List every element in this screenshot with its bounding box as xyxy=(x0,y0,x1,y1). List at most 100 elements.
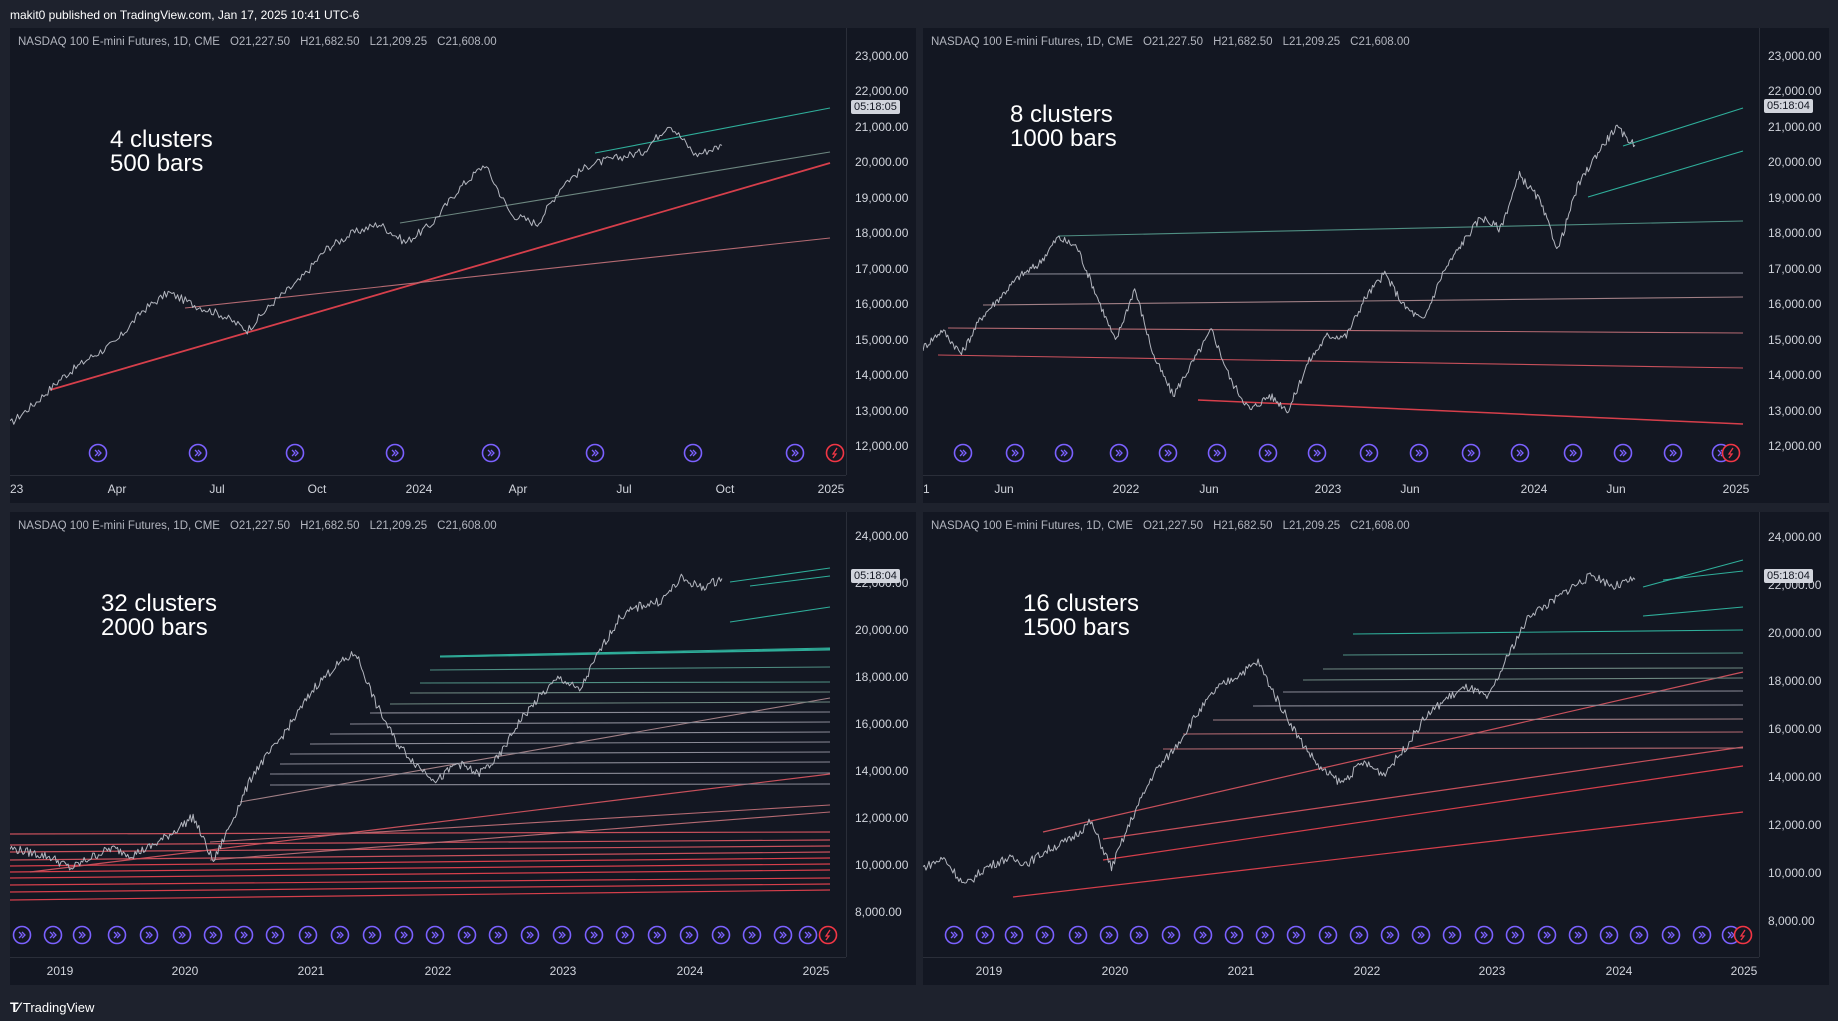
price-chart-plot[interactable] xyxy=(923,512,1759,957)
dividend-event-icon[interactable] xyxy=(1505,925,1525,945)
dividend-event-icon[interactable] xyxy=(1359,443,1379,463)
dividend-event-icon[interactable] xyxy=(481,443,501,463)
dividend-event-icon[interactable] xyxy=(362,925,382,945)
dividend-event-icon[interactable] xyxy=(139,925,159,945)
dividend-event-icon[interactable] xyxy=(1629,925,1649,945)
dividend-event-icon[interactable] xyxy=(330,925,350,945)
price-axis[interactable]: 23,000.00 22,000.00 21,000.00 20,000.00 19,0… xyxy=(846,28,916,475)
dividend-event-icon[interactable] xyxy=(584,925,604,945)
dividend-event-icon[interactable] xyxy=(425,925,445,945)
dividend-event-icon[interactable] xyxy=(265,925,285,945)
dividend-event-icon[interactable] xyxy=(1537,925,1557,945)
dividend-event-icon[interactable] xyxy=(1442,925,1462,945)
dividend-event-icon[interactable] xyxy=(88,443,108,463)
dividend-event-icon[interactable] xyxy=(234,925,254,945)
dividend-event-icon[interactable] xyxy=(975,925,995,945)
dividend-event-icon[interactable] xyxy=(1568,925,1588,945)
dividend-event-icon[interactable] xyxy=(203,925,223,945)
dividend-event-icon[interactable] xyxy=(1613,443,1633,463)
price-chart-plot[interactable] xyxy=(923,28,1759,475)
cluster-trend-line xyxy=(329,731,831,735)
dividend-event-icon[interactable] xyxy=(944,925,964,945)
dividend-event-icon[interactable] xyxy=(488,925,508,945)
dividend-event-icon[interactable] xyxy=(615,925,635,945)
price-axis[interactable]: 24,000.00 22,000.00 20,000.00 18,000.00 16,0… xyxy=(1759,512,1829,957)
dividend-event-icon[interactable] xyxy=(298,925,318,945)
dividend-event-icon[interactable] xyxy=(585,443,605,463)
earnings-event-icon[interactable] xyxy=(825,443,845,463)
dividend-event-icon[interactable] xyxy=(1035,925,1055,945)
dividend-event-icon[interactable] xyxy=(1318,925,1338,945)
dividend-event-icon[interactable] xyxy=(647,925,667,945)
dividend-event-icon[interactable] xyxy=(1692,925,1712,945)
dividend-event-icon[interactable] xyxy=(188,443,208,463)
dividend-event-icon[interactable] xyxy=(953,443,973,463)
dividend-event-icon[interactable] xyxy=(1461,443,1481,463)
dividend-event-icon[interactable] xyxy=(107,925,127,945)
dividend-event-icon[interactable] xyxy=(798,925,818,945)
dividend-event-icon[interactable] xyxy=(1109,443,1129,463)
dividend-event-icon[interactable] xyxy=(1224,925,1244,945)
dividend-event-icon[interactable] xyxy=(1661,925,1681,945)
time-axis[interactable]: 21 Jun 2022 Jun 2023 Jun 2024 Jun 2025 xyxy=(923,475,1759,503)
tradingview-logo[interactable]: T⁄ TradingView xyxy=(10,999,94,1015)
dividend-event-icon[interactable] xyxy=(1599,925,1619,945)
dividend-event-icon[interactable] xyxy=(1563,443,1583,463)
dividend-event-icon[interactable] xyxy=(1054,443,1074,463)
dividend-event-icon[interactable] xyxy=(1380,925,1400,945)
dividend-event-icon[interactable] xyxy=(520,925,540,945)
dividend-event-icon[interactable] xyxy=(457,925,477,945)
dividend-event-icon[interactable] xyxy=(285,443,305,463)
dividend-event-icon[interactable] xyxy=(43,925,63,945)
chart-panel-4-clusters[interactable]: NASDAQ 100 E-mini Futures, 1D, CME O21,22… xyxy=(10,28,916,503)
time-axis[interactable]: 2019 2020 2021 2022 2023 2024 2025 xyxy=(10,957,846,985)
dividend-event-icon[interactable] xyxy=(1161,925,1181,945)
dividend-event-icon[interactable] xyxy=(1129,925,1149,945)
dividend-event-icon[interactable] xyxy=(172,925,192,945)
dividend-event-icon[interactable] xyxy=(683,443,703,463)
dividend-event-icon[interactable] xyxy=(1207,443,1227,463)
dividend-event-icon[interactable] xyxy=(72,925,92,945)
dividend-event-icon[interactable] xyxy=(1255,925,1275,945)
dividend-event-icon[interactable] xyxy=(12,925,32,945)
dividend-event-icon[interactable] xyxy=(742,925,762,945)
low-value: 21,209.25 xyxy=(1288,520,1341,532)
dividend-event-icon[interactable] xyxy=(552,925,572,945)
dividend-event-icon[interactable] xyxy=(1005,443,1025,463)
price-axis[interactable]: 23,000.00 22,000.00 21,000.00 20,000.00 19,0… xyxy=(1759,28,1829,475)
time-axis[interactable]: 2023 Apr Jul Oct 2024 Apr Jul Oct 2025 xyxy=(10,475,846,503)
dividend-event-icon[interactable] xyxy=(679,925,699,945)
dividend-event-icon[interactable] xyxy=(385,443,405,463)
dividend-event-icon[interactable] xyxy=(773,925,793,945)
dividend-event-icon[interactable] xyxy=(1307,443,1327,463)
earnings-event-icon[interactable] xyxy=(1721,443,1741,463)
price-axis[interactable]: 24,000.00 22,000.00 20,000.00 18,000.00 16,0… xyxy=(846,512,916,957)
dividend-event-icon[interactable] xyxy=(1099,925,1119,945)
dividend-event-icon[interactable] xyxy=(1158,443,1178,463)
dividend-event-icon[interactable] xyxy=(1411,925,1431,945)
dividend-event-icon[interactable] xyxy=(394,925,414,945)
earnings-event-icon[interactable] xyxy=(818,925,838,945)
price-chart-plot[interactable] xyxy=(10,512,846,957)
dividend-event-icon[interactable] xyxy=(785,443,805,463)
dividend-event-icon[interactable] xyxy=(1068,925,1088,945)
chart-panel-16-clusters[interactable]: NASDAQ 100 E-mini Futures, 1D, CME O21,22… xyxy=(923,512,1829,985)
dividend-event-icon[interactable] xyxy=(1286,925,1306,945)
earnings-event-icon[interactable] xyxy=(1733,925,1753,945)
price-tick-label: 12,000.00 xyxy=(855,811,909,825)
dividend-event-icon[interactable] xyxy=(1004,925,1024,945)
price-chart-plot[interactable] xyxy=(10,28,846,475)
dividend-event-icon[interactable] xyxy=(1193,925,1213,945)
dividend-event-icon[interactable] xyxy=(1663,443,1683,463)
chart-panel-8-clusters[interactable]: NASDAQ 100 E-mini Futures, 1D, CME O21,22… xyxy=(923,28,1829,503)
dividend-event-icon[interactable] xyxy=(1349,925,1369,945)
dividend-event-icon[interactable] xyxy=(711,925,731,945)
dividend-event-icon[interactable] xyxy=(1258,443,1278,463)
chart-panel-32-clusters[interactable]: NASDAQ 100 E-mini Futures, 1D, CME O21,22… xyxy=(10,512,916,985)
dividend-event-icon[interactable] xyxy=(1510,443,1530,463)
time-tick-label: Jul xyxy=(209,482,225,496)
price-tick-label: 21,000.00 xyxy=(855,119,909,134)
dividend-event-icon[interactable] xyxy=(1474,925,1494,945)
dividend-event-icon[interactable] xyxy=(1409,443,1429,463)
time-axis[interactable]: 2019 2020 2021 2022 2023 2024 2025 xyxy=(923,957,1759,985)
